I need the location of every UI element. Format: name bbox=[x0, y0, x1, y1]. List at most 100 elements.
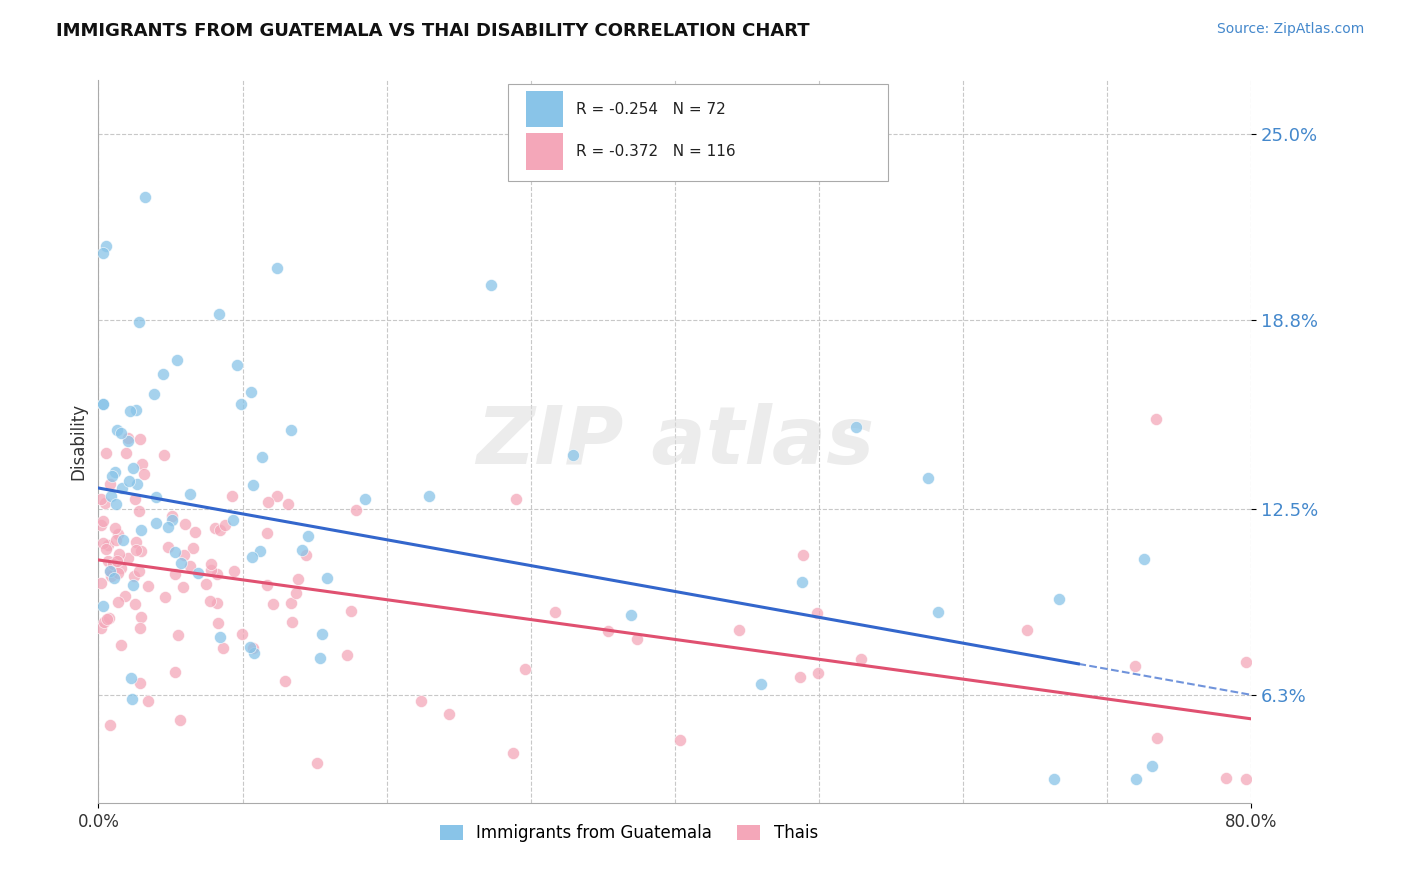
Point bbox=[239, 640, 262, 654]
Point bbox=[179, 558, 201, 573]
Point bbox=[163, 566, 186, 581]
Point bbox=[205, 595, 228, 609]
Point bbox=[1234, 772, 1257, 786]
Point bbox=[94, 542, 117, 557]
Point bbox=[187, 566, 209, 580]
Point bbox=[287, 572, 309, 586]
Point bbox=[98, 564, 121, 578]
Point bbox=[240, 385, 263, 400]
Point bbox=[169, 713, 191, 727]
Point bbox=[256, 494, 278, 508]
Point bbox=[90, 621, 112, 635]
Point bbox=[307, 756, 329, 770]
Point bbox=[128, 315, 150, 329]
Point bbox=[513, 662, 536, 676]
Point bbox=[308, 651, 330, 665]
Point bbox=[125, 534, 148, 549]
Point bbox=[669, 732, 692, 747]
Point bbox=[156, 540, 179, 554]
Point bbox=[242, 640, 264, 655]
Point bbox=[104, 521, 127, 535]
Point bbox=[104, 465, 127, 479]
Y-axis label: Disability: Disability bbox=[69, 403, 87, 480]
Point bbox=[105, 533, 128, 548]
Point bbox=[807, 665, 830, 680]
Point bbox=[562, 448, 585, 462]
Point bbox=[91, 515, 114, 529]
Point bbox=[280, 615, 302, 630]
Point bbox=[129, 676, 152, 690]
Point bbox=[340, 604, 363, 618]
Point bbox=[231, 397, 253, 411]
Point bbox=[243, 646, 266, 660]
Point bbox=[792, 575, 814, 590]
Point bbox=[749, 676, 772, 690]
Point bbox=[127, 476, 149, 491]
Point bbox=[96, 612, 118, 626]
Point bbox=[117, 431, 139, 445]
Point bbox=[90, 575, 112, 590]
Point bbox=[167, 628, 190, 642]
Point bbox=[208, 523, 231, 537]
Point bbox=[129, 609, 152, 624]
Point bbox=[105, 554, 128, 568]
Text: Source: ZipAtlas.com: Source: ZipAtlas.com bbox=[1216, 22, 1364, 37]
Point bbox=[128, 504, 150, 518]
Point bbox=[103, 557, 125, 571]
Point bbox=[266, 489, 288, 503]
Point bbox=[134, 190, 156, 204]
Point bbox=[409, 693, 432, 707]
Point bbox=[111, 533, 134, 547]
Point bbox=[179, 487, 201, 501]
Point bbox=[226, 358, 249, 372]
Point bbox=[1017, 623, 1039, 637]
Point bbox=[110, 638, 132, 652]
Point bbox=[256, 578, 278, 592]
Point bbox=[98, 477, 121, 491]
Point bbox=[121, 691, 143, 706]
Text: IMMIGRANTS FROM GUATEMALA VS THAI DISABILITY CORRELATION CHART: IMMIGRANTS FROM GUATEMALA VS THAI DISABI… bbox=[56, 22, 810, 40]
Point bbox=[183, 541, 205, 555]
Point bbox=[184, 525, 207, 540]
Point bbox=[96, 445, 118, 459]
Point bbox=[1146, 412, 1168, 426]
Point bbox=[98, 717, 121, 731]
Point bbox=[240, 549, 263, 564]
Point bbox=[277, 497, 299, 511]
Point bbox=[242, 477, 264, 491]
Point bbox=[789, 670, 811, 684]
Point bbox=[806, 607, 828, 621]
Point bbox=[262, 597, 284, 611]
Point bbox=[122, 460, 145, 475]
Point bbox=[100, 569, 122, 583]
Point bbox=[927, 605, 949, 619]
Point bbox=[125, 403, 148, 417]
Point bbox=[132, 467, 155, 482]
Point bbox=[124, 597, 146, 611]
Point bbox=[172, 580, 194, 594]
Point bbox=[214, 517, 236, 532]
Point bbox=[544, 605, 567, 619]
Point bbox=[207, 616, 229, 631]
Point bbox=[266, 260, 288, 275]
Point bbox=[107, 527, 129, 541]
Point bbox=[122, 578, 145, 592]
Point bbox=[153, 590, 176, 604]
Point bbox=[280, 423, 302, 437]
Point bbox=[110, 426, 132, 441]
Point bbox=[152, 448, 174, 462]
Point bbox=[124, 491, 146, 506]
Point bbox=[221, 489, 243, 503]
Point bbox=[91, 536, 114, 550]
Point bbox=[792, 548, 814, 562]
Point bbox=[316, 571, 339, 585]
Point bbox=[1125, 772, 1147, 786]
Point bbox=[297, 529, 319, 543]
Point bbox=[212, 640, 235, 655]
Point bbox=[205, 566, 228, 581]
Point bbox=[505, 492, 527, 507]
Point bbox=[851, 652, 873, 666]
Point bbox=[336, 648, 359, 663]
Point bbox=[163, 545, 186, 559]
Point bbox=[344, 502, 367, 516]
